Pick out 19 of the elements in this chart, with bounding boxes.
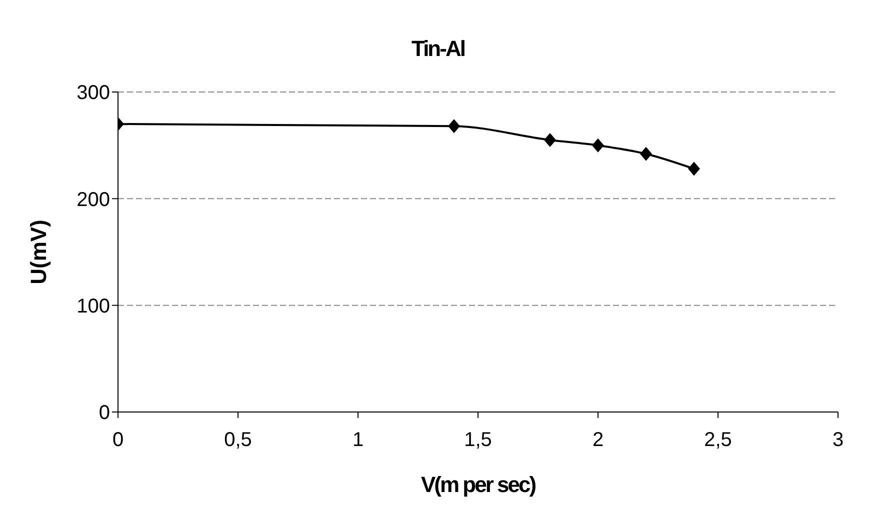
x-tick-label: 3: [832, 429, 844, 452]
y-tick-label: 300: [76, 82, 110, 104]
x-tick-label: 0,5: [224, 429, 252, 452]
x-axis-title: V(m per sec): [420, 472, 536, 497]
y-axis-title: U(mV): [26, 220, 51, 284]
x-tick-label: 1,5: [464, 429, 492, 452]
y-tick-label: 200: [76, 188, 110, 211]
point: [688, 162, 700, 176]
y-tick-label: 0: [98, 402, 110, 424]
point: [448, 119, 460, 134]
chart-title: Tin-Al: [410, 35, 466, 62]
point: [544, 133, 556, 147]
x-tick-label: 2: [592, 429, 604, 452]
point: [592, 138, 604, 152]
x-tick-label: 2,5: [704, 429, 732, 452]
x-tick-label: 0: [112, 429, 124, 452]
point: [640, 146, 652, 161]
x-tick-label: 1: [352, 429, 364, 452]
y-tick-label: 100: [76, 295, 110, 318]
